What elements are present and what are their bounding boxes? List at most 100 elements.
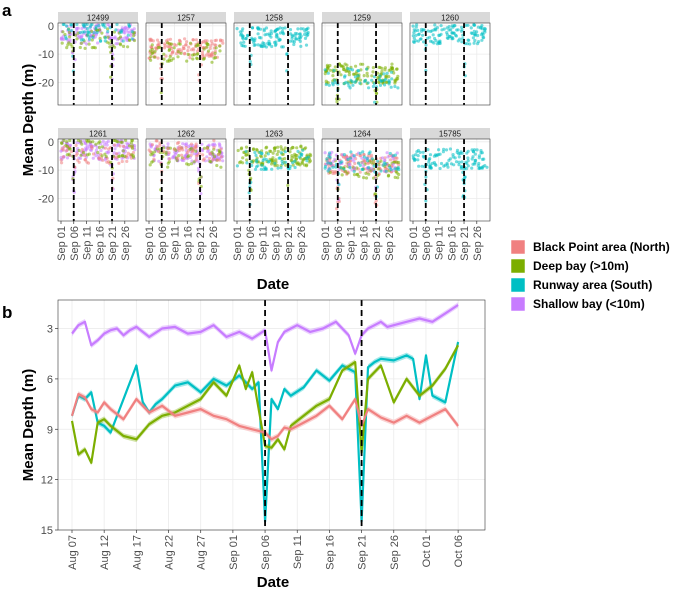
facet-1262-point <box>174 152 178 156</box>
facet-12499-point <box>67 41 71 45</box>
facet-1263-point <box>290 156 294 160</box>
legend-swatch-deep <box>510 258 526 274</box>
facet-1264-point <box>352 159 356 163</box>
facet-1263-point <box>244 149 248 153</box>
facet-1259-point <box>366 74 370 78</box>
panel-b-y-tick-label: 12 <box>41 475 53 487</box>
facet-1263-point <box>299 152 303 156</box>
facet-1262-point <box>194 158 198 162</box>
facet-12499-point <box>70 29 74 33</box>
facet-12499-point <box>102 22 106 26</box>
facet-1263-point <box>280 162 285 166</box>
legend-swatch-runway <box>510 277 526 293</box>
facet-1259-point <box>350 80 354 84</box>
facet-15785-point <box>477 166 481 171</box>
panel-a-label: a <box>2 1 12 20</box>
facet-1257-point <box>176 55 180 59</box>
facet-1264-point <box>329 161 333 165</box>
facet-15785-point <box>460 160 464 164</box>
facet-1259-point <box>343 74 347 78</box>
legend-swatch-north <box>510 239 526 255</box>
facet-15785-point <box>463 175 467 179</box>
facet-1259-point <box>347 73 351 77</box>
facet-1257-point <box>202 56 206 61</box>
facet-1257-point <box>183 37 187 41</box>
facet-1264-point <box>362 176 366 180</box>
panel-b-label: b <box>2 303 12 322</box>
facet-1261-point <box>82 139 86 143</box>
facet-1257-point <box>186 49 190 53</box>
facet-12499-point <box>86 33 90 37</box>
facet-1263-point <box>270 162 274 166</box>
facet-12499-point <box>83 46 87 51</box>
facet-1261-point <box>104 154 108 159</box>
facet-1257-point <box>167 48 171 53</box>
facet-1258-point <box>292 42 296 47</box>
facet-12499-point <box>68 38 72 42</box>
facet-1257-point <box>183 51 187 55</box>
facet-1264-point <box>376 173 380 177</box>
facet-12499-point <box>114 28 118 32</box>
facet-1259-point <box>323 68 327 72</box>
facet-1258-point <box>241 27 245 31</box>
facet-12499-point <box>88 25 92 29</box>
facet-1261-point <box>115 152 119 156</box>
facet-1257-point <box>218 44 222 48</box>
facet-1259-point <box>358 81 362 85</box>
facet-1264-point <box>362 155 366 159</box>
facet-15785-point <box>451 153 455 157</box>
facet-1257-point <box>209 53 213 57</box>
facet-12499-point <box>85 27 90 31</box>
facet-1261-point <box>105 143 109 147</box>
facet-12499-point <box>132 27 136 31</box>
facet-1261-point <box>86 140 90 144</box>
facet-1262-point <box>215 163 219 168</box>
facet-1258-point <box>303 36 308 41</box>
facet-1257-point <box>201 39 206 44</box>
facet-1261-point <box>80 142 84 146</box>
panel-b-x-tick-label: Sep 06 <box>260 535 272 570</box>
facet-panel-1260 <box>409 22 491 106</box>
facet-15785-point <box>424 199 428 203</box>
facet-1259-point <box>382 72 386 76</box>
facet-1258-point <box>304 43 309 47</box>
facet-1262-point <box>212 155 217 159</box>
facet-1262-point <box>209 160 213 164</box>
facet-1260-point <box>453 24 457 28</box>
facet-strip-1259 <box>322 12 402 23</box>
facet-1263-point <box>290 154 294 158</box>
facet-1262-point <box>219 165 223 169</box>
facet-1262-point <box>162 146 166 150</box>
facet-1261-point <box>61 155 65 159</box>
facet-y-tick-label: -20 <box>38 77 54 89</box>
facet-strip-15785 <box>410 128 490 139</box>
facet-1260-point <box>449 28 453 32</box>
facet-strip-1262 <box>146 128 226 139</box>
facet-1261-point <box>120 159 124 164</box>
facet-1263-point <box>253 167 258 171</box>
facet-1264-point <box>396 166 400 170</box>
facet-1261-point <box>59 149 63 153</box>
facet-1258-point <box>252 43 256 48</box>
facet-1262-point <box>217 152 221 156</box>
facet-1260-point <box>411 24 415 28</box>
facet-x-tick-label: Sep 16 <box>182 226 194 261</box>
facet-1259-point <box>356 74 360 78</box>
facet-1259-point <box>332 68 336 73</box>
facet-1260-point <box>475 30 479 34</box>
facet-1260-point <box>480 38 484 42</box>
facet-1264-point <box>328 151 332 155</box>
facet-1257-point <box>162 57 166 61</box>
facet-1260-point <box>418 37 422 41</box>
facet-1264-point <box>381 163 385 167</box>
facet-1264-point <box>393 175 397 179</box>
facet-1261-point <box>83 158 87 162</box>
facet-1261-point <box>122 144 126 148</box>
facet-x-tick-label: Sep 26 <box>120 226 132 261</box>
facet-1262-point <box>218 143 222 147</box>
facet-12499-point <box>65 46 69 50</box>
facet-1262-point <box>205 155 209 159</box>
facet-1260-point <box>483 30 487 34</box>
facet-1257-point <box>169 45 173 49</box>
